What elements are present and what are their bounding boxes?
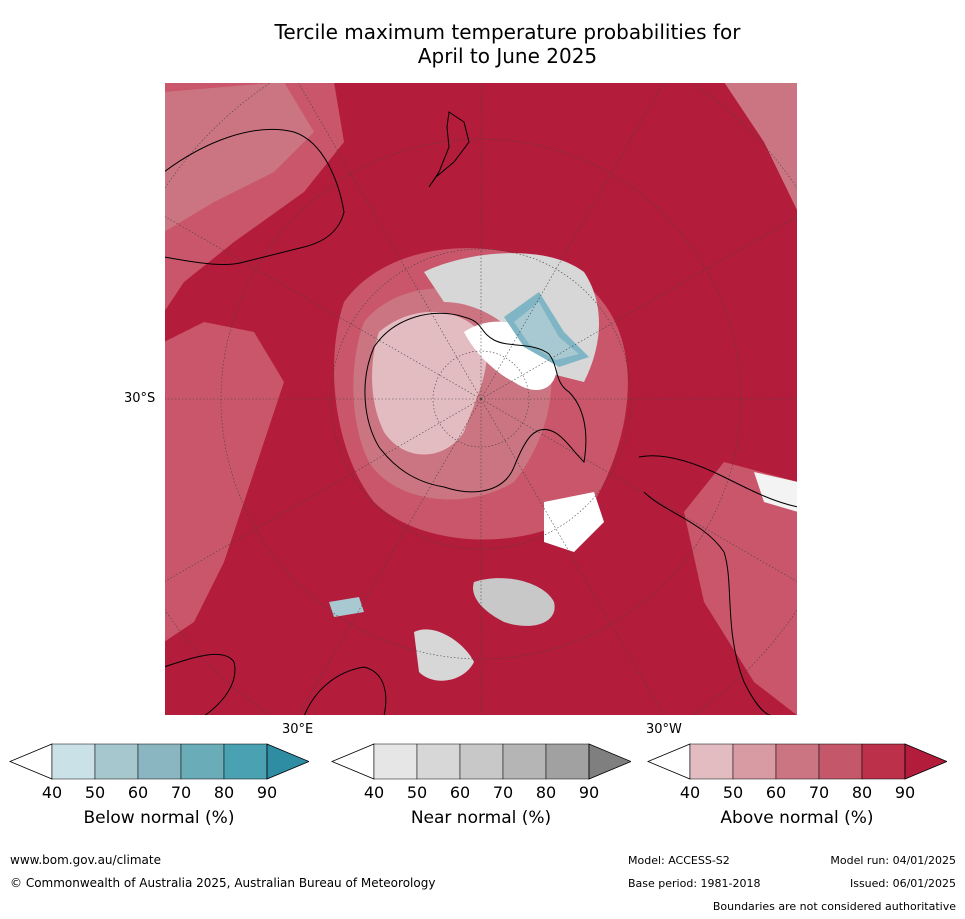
new-zealand-coastline [428,111,470,188]
colorbar-near-ticks: 40 50 60 70 80 90 [331,783,631,803]
colorbar-tick-label: 80 [213,783,235,802]
issued-date: Issued: 06/01/2025 [849,877,956,890]
colorbar-swatch [732,743,777,780]
colorbar-above-ticks: 40 50 60 70 80 90 [647,783,947,803]
colorbar-tick-label: 40 [41,783,63,802]
colorbar-extend-low [8,743,53,780]
boundaries-disclaimer: Boundaries are not considered authoritat… [712,900,956,913]
graticule [164,82,798,716]
colorbar-below-ticks: 40 50 60 70 80 90 [9,783,309,803]
colorbar-swatch [373,743,418,780]
above-60-region-upper-left [164,82,314,232]
longitude-label-30e: 30°E [282,722,314,737]
south-america-coastline [638,455,798,716]
colorbar-tick-label: 60 [449,783,471,802]
near-normal-region-lower-2 [414,629,474,681]
colorbar-extend-high [588,743,633,780]
colorbar-tick-label: 70 [492,783,514,802]
colorbar-swatch [416,743,461,780]
colorbar-swatch [689,743,734,780]
colorbar-extend-high [266,743,311,780]
colorbar-tick-label: 80 [851,783,873,802]
near-normal-region-lower [473,578,555,626]
colorbar-swatch [861,743,906,780]
polar-probability-map [164,82,798,716]
colorbar-extend-low [330,743,375,780]
colorbar-tick-label: 40 [679,783,701,802]
colorbar-tick-label: 70 [170,783,192,802]
colorbar-tick-label: 90 [256,783,278,802]
antarctica-coastline [364,312,587,493]
title-line-1: Tercile maximum temperature probabilitie… [274,20,741,44]
above-60-region-right [724,82,798,212]
map-title: Tercile maximum temperature probabilitie… [0,20,965,68]
colorbar-tick-label: 90 [894,783,916,802]
above-70-region-lower-right [684,462,798,716]
below-normal-patch-lower-left [329,597,364,617]
white-patch-right [754,472,798,512]
africa-coastline [164,653,387,716]
website-link[interactable]: www.bom.gov.au/climate [10,853,161,867]
base-period: Base period: 1981-2018 [628,877,761,890]
above-70-region-left [164,322,284,642]
colorbar-below-label: Below normal (%) [83,808,235,828]
colorbar-swatch [180,743,225,780]
white-patch-lower-right [544,492,604,552]
colorbar-swatch [818,743,863,780]
colorbar-tick-label: 50 [84,783,106,802]
colorbar-swatch [223,743,268,780]
colorbar-tick-label: 90 [578,783,600,802]
colorbar-swatch [137,743,182,780]
colorbar-above-normal: 40 50 60 70 80 90 Above normal (%) [646,743,949,863]
copyright-text: © Commonwealth of Australia 2025, Austra… [10,876,436,890]
colorbar-extend-low [646,743,691,780]
colorbar-tick-label: 80 [535,783,557,802]
colorbar-below-normal: 40 50 60 70 80 90 Below normal (%) [8,743,311,863]
colorbar-below-swatches [8,743,311,780]
colorbar-near-swatches [330,743,633,780]
model-name: Model: ACCESS-S2 [628,854,730,867]
model-run-date: Model run: 04/01/2025 [830,854,956,867]
colorbar-tick-label: 70 [808,783,830,802]
map-canvas [164,82,798,716]
colorbar-swatch [775,743,820,780]
colorbar-extend-high [904,743,949,780]
colorbar-swatch [545,743,590,780]
longitude-label-30w: 30°W [646,722,682,737]
coastlines [164,111,798,716]
colorbar-above-label: Above normal (%) [720,808,874,828]
below-normal-region-light [514,302,579,360]
colorbar-above-swatches [646,743,949,780]
colorbar-tick-label: 50 [722,783,744,802]
colorbar-tick-label: 40 [363,783,385,802]
colorbar-swatch [94,743,139,780]
colorbar-swatch [459,743,504,780]
australia-coastline [164,128,345,266]
above-40-region-antarctica [372,311,487,455]
colorbar-tick-label: 60 [127,783,149,802]
colorbar-near-normal: 40 50 60 70 80 90 Near normal (%) [330,743,633,863]
colorbar-swatch [502,743,547,780]
title-line-2: April to June 2025 [417,44,598,68]
colorbar-swatch [51,743,96,780]
colorbar-near-label: Near normal (%) [410,808,552,828]
colorbar-tick-label: 50 [406,783,428,802]
latitude-label-30s: 30°S [124,391,156,406]
colorbar-tick-label: 60 [765,783,787,802]
